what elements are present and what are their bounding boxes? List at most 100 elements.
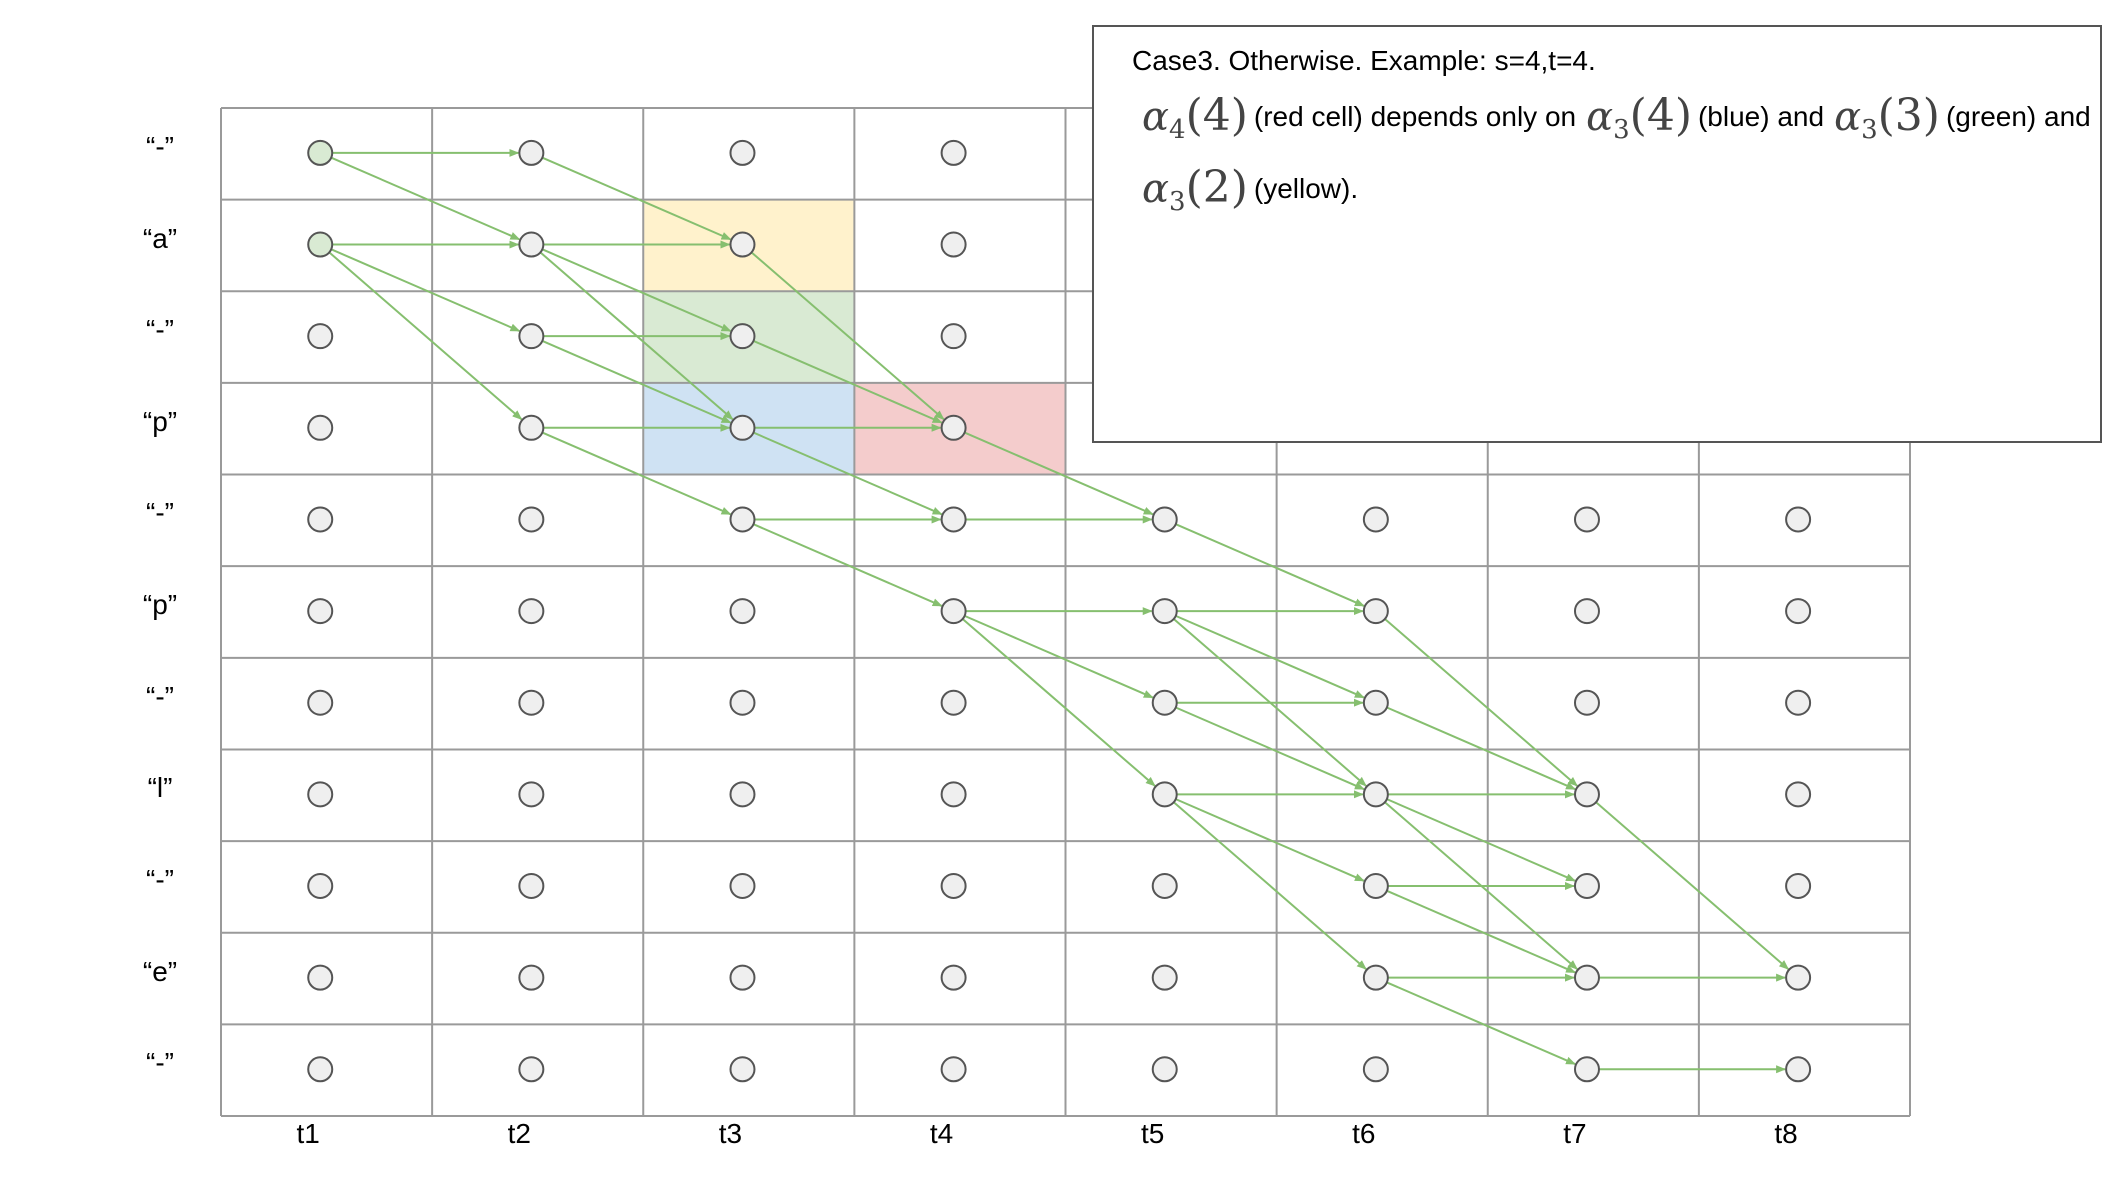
state-node [1362, 506, 1389, 533]
transition-arrow [1175, 706, 1365, 791]
transition-arrow [330, 156, 521, 241]
state-node [1151, 872, 1178, 899]
transition-arrow [1173, 801, 1367, 970]
state-node [1362, 964, 1389, 991]
transition-arrow [964, 431, 1154, 516]
alpha-yellow-term: α3(2) [1142, 161, 1248, 217]
alpha-green-term: α3(3) [1834, 89, 1940, 145]
row-label: “e” [142, 955, 178, 987]
state-node [940, 139, 967, 166]
transition-arrow [964, 614, 1154, 699]
state-node [729, 506, 756, 533]
case-title: Case3. Otherwise. Example: s=4,t=4. [1132, 45, 1596, 76]
yellow-text: (yellow). [1253, 173, 1359, 204]
state-node [307, 598, 334, 625]
state-node [940, 506, 967, 533]
state-node [518, 1056, 545, 1083]
state-node [307, 781, 334, 808]
transition-arrow [330, 248, 521, 332]
transition-arrow [753, 340, 943, 424]
state-node [729, 689, 756, 716]
column-label: t5 [1141, 1118, 1165, 1149]
state-node [1362, 872, 1389, 899]
transition-arrow [750, 251, 945, 421]
state-node [1362, 689, 1389, 716]
state-node [1362, 781, 1389, 808]
state-node [518, 689, 545, 716]
transition-arrow [1175, 798, 1365, 882]
transition-arrow [1384, 618, 1578, 787]
state-node [1151, 506, 1178, 533]
row-label: “-” [146, 680, 174, 712]
state-node [1151, 781, 1178, 808]
row-label: “-” [146, 1047, 174, 1079]
transition-arrow [541, 248, 732, 332]
transition-arrow [541, 340, 732, 424]
row-label: “p” [142, 589, 178, 621]
state-node [940, 231, 967, 258]
state-node [307, 139, 334, 166]
state-node [1151, 1056, 1178, 1083]
state-node [307, 231, 334, 258]
row-label: “-” [146, 314, 174, 346]
state-node [1785, 781, 1812, 808]
state-node [518, 414, 545, 441]
state-node [940, 414, 967, 441]
transition-arrow [1175, 614, 1365, 699]
red-cell-text: (red cell) depends only on [1253, 101, 1577, 132]
state-node [518, 781, 545, 808]
row-label: “-” [146, 130, 174, 162]
state-node [940, 781, 967, 808]
alpha-blue-term: α3(4) [1586, 89, 1692, 145]
transition-arrow [1595, 801, 1790, 970]
column-label: t3 [718, 1118, 743, 1149]
state-node [729, 323, 756, 350]
transition-arrow [1175, 523, 1365, 607]
state-node [518, 323, 545, 350]
state-node [1785, 598, 1812, 625]
state-node [940, 598, 967, 625]
state-node [729, 1056, 756, 1083]
row-label: “a” [142, 222, 178, 254]
state-node [307, 1056, 334, 1083]
state-node [1785, 1056, 1812, 1083]
column-label: t8 [1774, 1118, 1798, 1149]
state-node [307, 689, 334, 716]
column-label: t4 [929, 1118, 954, 1149]
state-node [729, 598, 756, 625]
state-node [1573, 872, 1600, 899]
row-label: “-” [146, 497, 174, 529]
transition-arrow [541, 431, 732, 516]
state-node [1151, 598, 1178, 625]
state-node [1151, 689, 1178, 716]
row-label: “p” [142, 405, 178, 437]
state-node [940, 1056, 967, 1083]
state-node [307, 964, 334, 991]
transition-arrow [1386, 981, 1576, 1066]
column-label: t2 [507, 1118, 532, 1149]
transition-arrow [541, 156, 732, 241]
transition-arrow [1386, 889, 1576, 974]
state-node [307, 872, 334, 899]
blue-text: (blue) and [1697, 101, 1825, 132]
transition-arrow [962, 618, 1156, 787]
state-node [940, 964, 967, 991]
state-node [1362, 598, 1389, 625]
state-node [1573, 506, 1600, 533]
transition-arrows [328, 148, 1790, 1074]
state-node [307, 323, 334, 350]
state-node [1573, 964, 1600, 991]
state-node [1785, 689, 1812, 716]
transition-arrow [328, 251, 523, 421]
state-node [1573, 598, 1600, 625]
state-node [518, 506, 545, 533]
state-node [1785, 506, 1812, 533]
state-node [940, 872, 967, 899]
state-node [1362, 1056, 1389, 1083]
dependency-text-line: α4(4) (red cell) depends only on α3(4) (… [1132, 81, 2100, 153]
dependency-text-line-2: α3(2) (yellow). [1132, 153, 2100, 225]
transition-arrow [1386, 798, 1576, 882]
state-node [729, 781, 756, 808]
state-node [307, 506, 334, 533]
alpha-red-term: α4(4) [1142, 89, 1248, 145]
